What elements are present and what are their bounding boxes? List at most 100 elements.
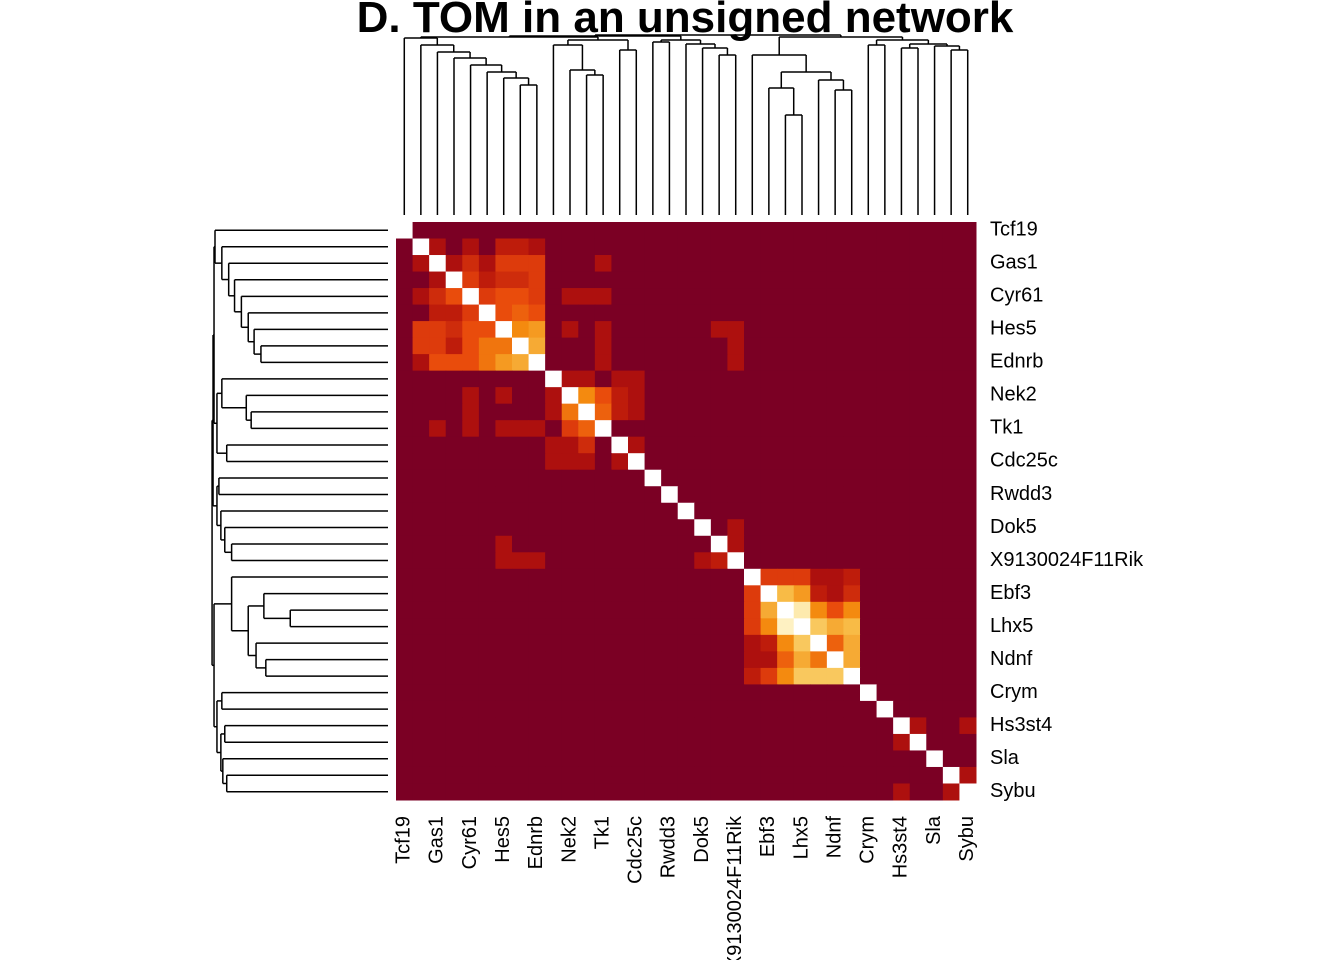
heatmap-cell <box>710 733 728 751</box>
heatmap-cell <box>628 717 646 735</box>
heatmap-cell <box>677 766 695 784</box>
heatmap-cell <box>594 717 612 735</box>
heatmap-cell <box>810 238 828 256</box>
heatmap-cell <box>959 271 977 289</box>
heatmap-cell <box>661 321 679 339</box>
heatmap-cell <box>462 321 480 339</box>
heatmap-cell <box>578 618 596 636</box>
heatmap-cell <box>909 585 927 603</box>
heatmap-cell <box>628 321 646 339</box>
heatmap-cell <box>893 222 911 240</box>
heatmap-cell <box>644 733 662 751</box>
heatmap-cell <box>826 354 844 372</box>
heatmap-cell <box>926 337 944 355</box>
heatmap-cell <box>495 700 513 718</box>
heatmap-cell <box>661 552 679 570</box>
heatmap-cell <box>876 634 894 652</box>
heatmap-cell <box>661 387 679 405</box>
heatmap-cell <box>744 585 762 603</box>
heatmap-cell <box>926 403 944 421</box>
heatmap-cell <box>429 667 447 685</box>
column-label: Gas1 <box>426 816 448 864</box>
heatmap-cell <box>528 552 546 570</box>
heatmap-cell <box>710 304 728 322</box>
heatmap-cell <box>628 222 646 240</box>
heatmap-cell <box>793 387 811 405</box>
heatmap-cell <box>545 436 563 454</box>
heatmap-cell <box>644 651 662 669</box>
heatmap-cell <box>478 519 496 537</box>
heatmap-cell <box>594 255 612 273</box>
heatmap-cell <box>561 354 579 372</box>
heatmap-cell <box>561 585 579 603</box>
heatmap-cell <box>495 717 513 735</box>
heatmap-cell <box>893 700 911 718</box>
heatmap-cell <box>429 717 447 735</box>
heatmap-cell <box>843 420 861 438</box>
heatmap-cell <box>926 717 944 735</box>
heatmap-cell <box>611 321 629 339</box>
heatmap-cell <box>744 370 762 388</box>
heatmap-cell <box>694 519 712 537</box>
heatmap-cell <box>909 238 927 256</box>
heatmap-cell <box>793 535 811 553</box>
heatmap-cell <box>611 601 629 619</box>
heatmap-cell <box>661 634 679 652</box>
heatmap-cell <box>661 436 679 454</box>
heatmap-cell <box>462 502 480 520</box>
heatmap-cell <box>760 733 778 751</box>
heatmap-cell <box>578 469 596 487</box>
heatmap-cell <box>396 601 414 619</box>
heatmap-cell <box>628 304 646 322</box>
heatmap-cell <box>445 403 463 421</box>
heatmap-cell <box>644 783 662 801</box>
heatmap-cell <box>793 634 811 652</box>
heatmap-cell <box>843 337 861 355</box>
row-label: Cdc25c <box>990 450 1058 472</box>
heatmap-cell <box>644 288 662 306</box>
heatmap-cell <box>661 403 679 421</box>
heatmap-cell <box>959 684 977 702</box>
heatmap-cell <box>810 304 828 322</box>
heatmap-cell <box>926 651 944 669</box>
heatmap-cell <box>611 568 629 586</box>
heatmap-cell <box>429 354 447 372</box>
heatmap-cell <box>760 783 778 801</box>
heatmap-cell <box>611 750 629 768</box>
heatmap-cell <box>843 288 861 306</box>
heatmap-cell <box>611 717 629 735</box>
heatmap-cell <box>412 354 430 372</box>
heatmap-cell <box>727 354 745 372</box>
heatmap-cell <box>429 700 447 718</box>
heatmap-cell <box>412 634 430 652</box>
heatmap-cell <box>677 387 695 405</box>
heatmap-cell <box>677 453 695 471</box>
heatmap-cell <box>661 304 679 322</box>
heatmap-cell <box>694 667 712 685</box>
heatmap-cell <box>561 766 579 784</box>
heatmap-cell <box>909 667 927 685</box>
heatmap-cell <box>528 750 546 768</box>
heatmap-cell <box>727 403 745 421</box>
heatmap-cell <box>942 436 960 454</box>
heatmap-cell <box>926 370 944 388</box>
heatmap-cell <box>860 634 878 652</box>
heatmap-cell <box>661 222 679 240</box>
heatmap-cell <box>462 354 480 372</box>
heatmap-cell <box>644 387 662 405</box>
heatmap-cell <box>926 453 944 471</box>
heatmap-cell <box>810 535 828 553</box>
heatmap-cell <box>545 568 563 586</box>
heatmap-cell <box>843 354 861 372</box>
heatmap-cell <box>926 601 944 619</box>
heatmap-cell <box>396 552 414 570</box>
heatmap-cell <box>710 552 728 570</box>
heatmap-cell <box>644 552 662 570</box>
heatmap-cell <box>495 535 513 553</box>
heatmap-cell <box>462 783 480 801</box>
heatmap-cell <box>810 733 828 751</box>
heatmap-cell <box>926 618 944 636</box>
heatmap-cell <box>710 750 728 768</box>
heatmap-cell <box>462 552 480 570</box>
heatmap-cell <box>959 304 977 322</box>
